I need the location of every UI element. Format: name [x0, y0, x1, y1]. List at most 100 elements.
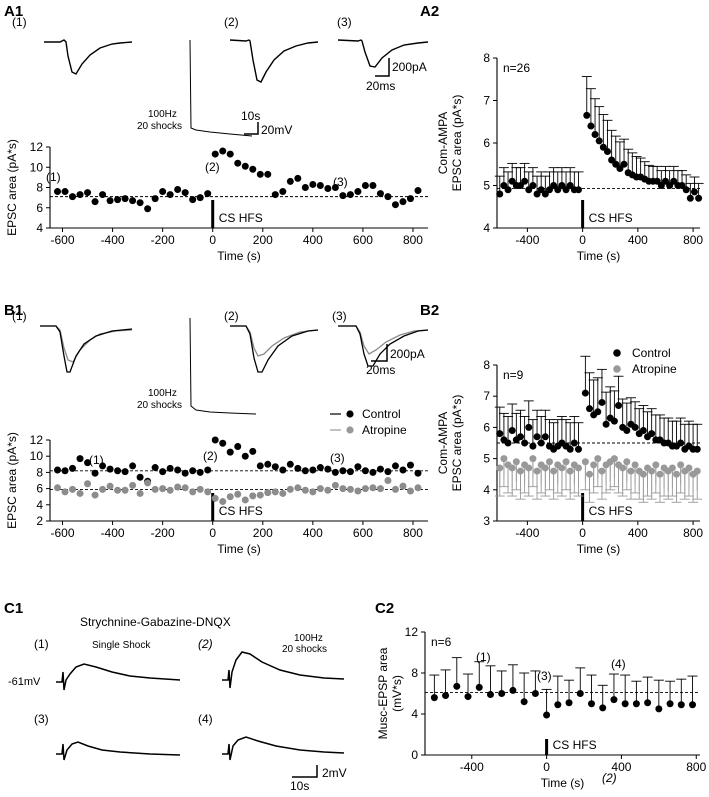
c2-y-tick-label: 8	[411, 666, 418, 680]
c2-x-tick-label: 0	[543, 760, 550, 774]
b2-point-atropine	[673, 470, 681, 478]
b1-point-control	[121, 468, 129, 476]
c2-point-control	[531, 690, 539, 697]
b1-point-control	[241, 452, 249, 460]
panel-label-c1: C1	[4, 600, 23, 617]
b1-point-atropine	[219, 498, 227, 506]
chart-b1: 2 4 6 8 10 12 -600 -400 -200 0 200 400 600 800 Time (s…	[5, 432, 428, 556]
b1-point-control	[54, 466, 62, 474]
c2-point-control	[632, 700, 640, 708]
b1-point-control	[256, 462, 264, 470]
b1-point-control	[361, 467, 369, 475]
b1-point-control	[174, 466, 182, 474]
b2-x-label: Time (s)	[577, 542, 621, 556]
b1-point-atropine	[106, 482, 114, 490]
b2-point-atropine	[598, 467, 606, 475]
b1-point-control	[324, 465, 332, 473]
b2-y-tick-label: 6	[483, 420, 490, 434]
a2-point-control	[521, 177, 529, 185]
b1-point-atropine	[361, 485, 369, 493]
b1-point-control	[211, 436, 219, 444]
a2-y-label: EPSC area (pA*s)	[450, 95, 464, 192]
a1-point-control	[384, 193, 392, 201]
b2-point-atropine	[648, 467, 656, 475]
b2-point-atropine	[586, 470, 594, 478]
b1-cs-hfs-label: CS HFS	[219, 504, 263, 518]
c2-point-control	[655, 705, 663, 713]
b2-y-tick-label: 8	[483, 358, 490, 372]
b2-point-control	[521, 439, 529, 447]
c1-trace-4	[222, 736, 345, 761]
b2-point-atropine	[529, 455, 537, 463]
a2-x-tick-label: 400	[628, 233, 648, 247]
b2-point-atropine	[656, 470, 664, 478]
b2-point-atropine	[516, 467, 524, 475]
c2-point-control	[666, 700, 674, 708]
b2-point-atropine	[574, 464, 582, 472]
b1-point-atropine	[346, 485, 354, 493]
b1-point-atropine	[391, 485, 399, 493]
b2-y-tick-label: 5	[483, 452, 490, 466]
c1-single-shock: Single Shock	[92, 640, 151, 651]
a2-point-control	[595, 137, 603, 145]
b2-point-control	[537, 439, 545, 447]
c2-point-control	[565, 699, 573, 707]
b1-point-control	[166, 464, 174, 472]
b1-point-atropine	[376, 485, 384, 493]
b1-point-atropine	[309, 488, 317, 496]
b1-scale-pa: 200pA	[390, 347, 425, 361]
c1-marker-4: (4)	[198, 712, 213, 726]
b2-point-atropine	[581, 458, 589, 466]
a1-y-tick-label: 4	[36, 221, 43, 235]
b2-point-control	[639, 427, 647, 435]
c2-point-control	[520, 698, 528, 706]
b1-point-atropine	[211, 494, 219, 502]
a1-point-control	[256, 170, 264, 178]
b2-y-tick-label: 3	[483, 514, 490, 528]
a1-point-control	[151, 195, 159, 203]
a1-scalebar	[244, 58, 390, 135]
b1-point-atropine	[151, 485, 159, 493]
b1-point-control	[189, 467, 197, 475]
b1-point-control	[391, 462, 399, 470]
b1-point-atropine	[129, 481, 137, 489]
a1-point-control	[376, 190, 384, 198]
b2-point-atropine	[590, 461, 598, 469]
a1-point-control	[286, 177, 294, 185]
a1-point-control	[391, 201, 399, 209]
b2-point-atropine	[525, 464, 533, 472]
a1-stim-line2: 20 shocks	[137, 121, 182, 132]
c1-stim-line2: 20 shocks	[282, 644, 327, 655]
b1-scalebar	[371, 344, 388, 362]
b1-point-atropine	[279, 489, 287, 497]
b2-y-tick-label: 4	[483, 483, 490, 497]
a1-point-control	[54, 188, 62, 196]
c1-scale-s: 10s	[290, 779, 309, 793]
b1-point-control	[76, 455, 84, 463]
b1-point-control	[279, 466, 287, 474]
b1-point-atropine	[286, 485, 294, 493]
c1-trace-3	[56, 741, 181, 761]
b1-point-atropine	[84, 480, 92, 488]
b1-point-control	[204, 466, 212, 474]
a1-point-control	[204, 190, 212, 198]
a1-point-control	[399, 198, 407, 206]
a1-point-control	[61, 188, 69, 196]
a2-x-label: Time (s)	[577, 249, 621, 263]
a1-marker-2: (2)	[224, 15, 239, 29]
b2-point-control	[574, 445, 582, 453]
b1-point-atropine	[99, 485, 107, 493]
b1-point-atropine	[91, 491, 99, 499]
b2-point-atropine	[619, 464, 627, 472]
b1-x-tick-label: 600	[353, 526, 373, 540]
b1-point-atropine	[331, 481, 339, 489]
b2-y-label: Com-AMPA	[436, 412, 450, 474]
b1-scale-ms: 20ms	[366, 363, 395, 377]
b1-point-control	[136, 473, 144, 481]
a1-x-tick-label: 400	[303, 233, 323, 247]
b2-point-control	[533, 433, 541, 441]
chart-b2: 3 4 5 6 7 8 -400 0 400 800 Time (s) Com-AMPA EPSC ar…	[436, 355, 703, 556]
b1-point-control	[219, 439, 227, 447]
b1-point-control	[369, 468, 377, 476]
b2-x-tick-label: 0	[579, 526, 586, 540]
